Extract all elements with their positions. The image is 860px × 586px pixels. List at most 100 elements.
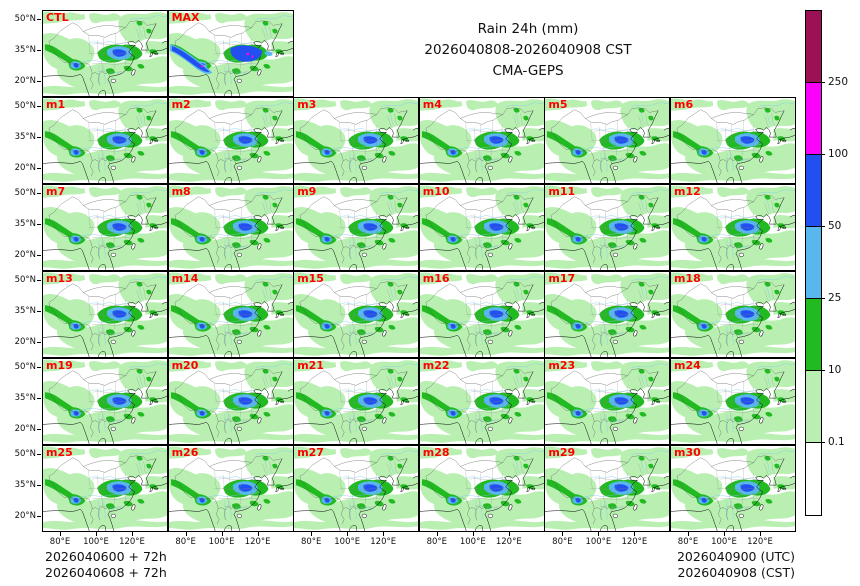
lat-tick-mark — [37, 81, 41, 82]
panel-m11: m11 — [544, 184, 671, 271]
panel-label-m18: m18 — [674, 272, 701, 285]
lon-tick-label: 80°E — [426, 537, 448, 547]
lon-tick-label: 100°E — [83, 537, 109, 547]
panel-m13: m13 — [42, 271, 168, 358]
panel-m21: m21 — [293, 358, 420, 445]
title-line2: 2026040808-2026040908 CST — [424, 42, 632, 58]
footer-valid-utc: 2026040900 (UTC) — [676, 549, 795, 564]
lat-tick-label: 20°N — [14, 424, 36, 434]
title-line3: CMA-GEPS — [492, 63, 564, 79]
lon-tick-mark — [383, 532, 385, 536]
panel-m27: m27 — [293, 445, 420, 532]
lat-tick-mark — [37, 516, 41, 517]
panel-label-MAX: MAX — [171, 11, 200, 24]
colorbar-tick-mark — [821, 226, 825, 227]
panel-m4: m4 — [418, 97, 545, 184]
lat-tick-mark — [37, 255, 41, 256]
panel-label-m29: m29 — [548, 446, 576, 459]
footer-valid-cst: 2026040908 (CST) — [677, 565, 795, 580]
colorbar-tick-mark — [821, 154, 825, 155]
colorbar-segment — [806, 299, 821, 371]
lon-tick-mark — [688, 532, 689, 536]
lon-tick-label: 80°E — [49, 537, 71, 547]
footer-init-utc: 2026040600 + 72h — [45, 549, 167, 564]
panel-m10: m10 — [418, 184, 545, 271]
panel-label-m4: m4 — [422, 98, 442, 111]
lon-tick-label: 80°E — [677, 537, 699, 547]
lat-tick-mark — [37, 193, 41, 194]
lon-tick-label: 120°E — [621, 537, 648, 547]
lon-tick-label: 100°E — [208, 537, 235, 547]
lon-tick-mark — [508, 532, 510, 536]
panel-label-m15: m15 — [297, 272, 324, 285]
colorbar-segment — [806, 155, 821, 227]
colorbar-tick-mark — [821, 82, 825, 83]
panel-label-m3: m3 — [297, 98, 317, 111]
lon-tick-label: 100°E — [334, 537, 361, 547]
panel-m14: m14 — [167, 271, 294, 358]
lon-tick-mark — [598, 532, 600, 536]
lat-tick-mark — [37, 429, 41, 430]
lat-tick-mark — [37, 50, 41, 51]
lon-tick-label: 100°E — [459, 537, 486, 547]
lat-tick-mark — [37, 485, 41, 486]
lat-tick-label: 50°N — [14, 188, 36, 198]
lat-tick-mark — [37, 367, 41, 368]
lat-tick-label: 35°N — [14, 480, 36, 490]
panel-m20: m20 — [167, 358, 294, 445]
panel-label-m11: m11 — [548, 185, 576, 198]
colorbar-tick-mark — [821, 370, 825, 371]
panel-label-m20: m20 — [171, 359, 199, 372]
lat-tick-mark — [37, 311, 41, 312]
footer-right: 2026040900 (UTC) 2026040908 (CST) — [595, 549, 795, 581]
lon-tick-label: 120°E — [747, 537, 773, 547]
colorbar-tick-label: 100 — [828, 148, 849, 160]
lat-tick-mark — [37, 454, 41, 455]
lat-tick-label: 35°N — [14, 306, 36, 316]
colorbar-tick-label: 25 — [828, 292, 842, 304]
colorbar-tick-label: 250 — [828, 76, 849, 88]
lat-tick-label: 50°N — [14, 449, 36, 459]
footer-init-cst: 2026040608 + 72h — [45, 565, 167, 580]
panel-label-m12: m12 — [674, 185, 701, 198]
panel-m28: m28 — [418, 445, 545, 532]
lon-tick-label: 80°E — [300, 537, 322, 547]
panel-label-m5: m5 — [548, 98, 568, 111]
colorbar — [805, 10, 822, 516]
lat-tick-label: 35°N — [14, 219, 36, 229]
colorbar-tick-mark — [821, 442, 825, 443]
colorbar-segment — [806, 11, 821, 83]
lat-tick-mark — [37, 342, 41, 343]
panel-label-m28: m28 — [422, 446, 450, 459]
lon-tick-label: 120°E — [370, 537, 397, 547]
panel-m17: m17 — [544, 271, 671, 358]
panel-label-m14: m14 — [171, 272, 199, 285]
footer-left: 2026040600 + 72h 2026040608 + 72h — [45, 549, 167, 581]
lat-tick-mark — [37, 168, 41, 169]
panel-MAX: MAX — [167, 10, 294, 97]
lon-tick-mark — [60, 532, 61, 536]
lon-tick-mark — [221, 532, 223, 536]
lat-tick-label: 50°N — [14, 14, 36, 24]
panel-m3: m3 — [293, 97, 420, 184]
lat-tick-label: 50°N — [14, 275, 36, 285]
lon-tick-label: 80°E — [175, 537, 196, 547]
panel-m5: m5 — [544, 97, 671, 184]
panel-m8: m8 — [167, 184, 294, 271]
panel-m12: m12 — [670, 184, 796, 271]
panel-label-m30: m30 — [674, 446, 701, 459]
panel-m9: m9 — [293, 184, 420, 271]
panel-m2: m2 — [167, 97, 294, 184]
lon-tick-mark — [185, 532, 187, 536]
colorbar-tick-label: 50 — [828, 220, 842, 232]
panel-m1: m1 — [42, 97, 168, 184]
panel-label-m24: m24 — [674, 359, 701, 372]
title-line1: Rain 24h (mm) — [477, 21, 579, 37]
colorbar-segment — [806, 371, 821, 443]
lat-tick-label: 35°N — [14, 45, 36, 55]
panel-m26: m26 — [167, 445, 294, 532]
panel-m6: m6 — [670, 97, 796, 184]
panel-m19: m19 — [42, 358, 168, 445]
lat-tick-label: 35°N — [14, 132, 36, 142]
